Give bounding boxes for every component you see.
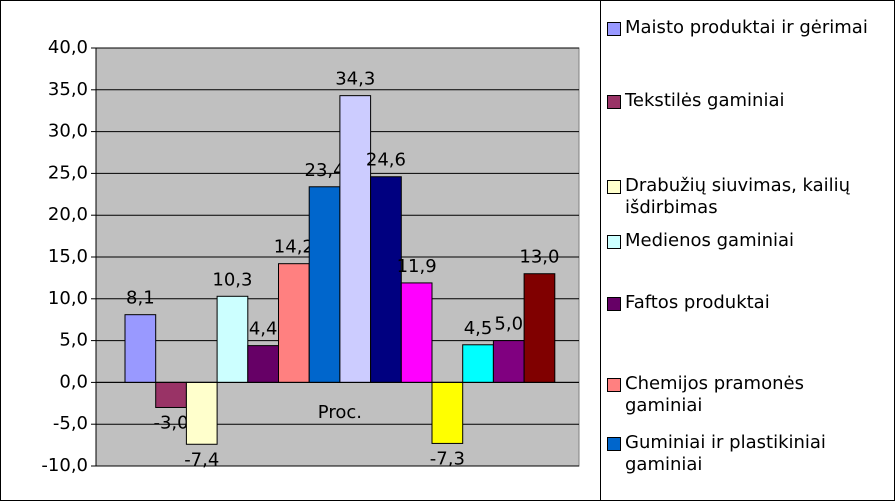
bar xyxy=(155,381,187,408)
bar xyxy=(308,186,341,383)
value-label: 5,0 xyxy=(494,314,523,335)
legend-entry: Faftos produktai xyxy=(607,292,895,314)
legend-label: Chemijos pramonės gaminiai xyxy=(625,373,804,416)
legend-entry: Maisto produktai ir gėrimai xyxy=(607,17,895,39)
bar xyxy=(400,282,433,383)
value-label: 34,3 xyxy=(335,69,375,90)
legend-entry: Tekstilės gaminiai xyxy=(607,90,895,112)
legend-entry: Drabužių siuvimas, kailių išdirbimas xyxy=(607,175,895,219)
legend-entry: Medienos gaminiai xyxy=(607,230,895,252)
bar xyxy=(370,176,402,383)
legend-swatch xyxy=(607,235,621,249)
legend-swatch xyxy=(607,180,621,194)
bar xyxy=(124,314,157,383)
legend-swatch xyxy=(607,95,621,109)
value-label: -7,4 xyxy=(184,449,219,470)
legend: Maisto produktai ir gėrimai Tekstilės gam… xyxy=(600,0,895,501)
value-label: 23,4 xyxy=(305,160,345,181)
bar xyxy=(492,340,525,383)
y-tick-label: 15,0 xyxy=(48,246,88,267)
bar xyxy=(523,273,556,383)
value-label: -3,0 xyxy=(153,412,188,433)
y-tick-label: 35,0 xyxy=(48,79,88,100)
legend-entry: Guminiai ir plastikiniai gaminiai xyxy=(607,432,895,476)
legend-label: Tekstilės gaminiai xyxy=(625,90,785,111)
value-label: -7,3 xyxy=(430,448,465,469)
bar xyxy=(339,95,372,383)
y-tick-label: 30,0 xyxy=(48,121,88,142)
legend-entry: Chemijos pramonės gaminiai xyxy=(607,373,895,417)
bar xyxy=(247,345,280,383)
legend-swatch xyxy=(607,297,621,311)
legend-label: Maisto produktai ir gėrimai xyxy=(625,17,868,38)
legend-label: Guminiai ir plastikiniai gaminiai xyxy=(625,432,826,475)
y-tick-label: -10,0 xyxy=(41,455,88,476)
value-label: 10,3 xyxy=(212,269,252,290)
legend-swatch xyxy=(607,378,621,392)
legend-swatch xyxy=(607,22,621,36)
y-tick-label: 40,0 xyxy=(48,37,88,58)
bar xyxy=(216,295,249,383)
value-label: 8,1 xyxy=(126,288,155,309)
bar xyxy=(462,344,494,383)
y-tick-label: 10,0 xyxy=(48,288,88,309)
y-tick-label: 25,0 xyxy=(48,162,88,183)
legend-label: Drabužių siuvimas, kailių išdirbimas xyxy=(625,175,851,218)
bar xyxy=(278,263,310,383)
legend-label: Faftos produktai xyxy=(625,292,770,313)
y-tick-label: 5,0 xyxy=(59,330,88,351)
bar xyxy=(185,381,218,445)
y-tick-label: -5,0 xyxy=(53,413,88,434)
bar xyxy=(431,381,464,444)
y-tick-label: 0,0 xyxy=(59,371,88,392)
value-label: 14,2 xyxy=(274,237,314,258)
value-label: 13,0 xyxy=(519,247,559,268)
value-label: 11,9 xyxy=(397,256,437,277)
x-tick-label: Proc. xyxy=(318,402,362,423)
legend-swatch xyxy=(607,437,621,451)
legend-label: Medienos gaminiai xyxy=(625,230,795,251)
value-label: 4,5 xyxy=(464,318,493,339)
y-tick-label: 20,0 xyxy=(48,204,88,225)
value-label: 24,6 xyxy=(366,150,406,171)
value-label: 4,4 xyxy=(249,319,278,340)
